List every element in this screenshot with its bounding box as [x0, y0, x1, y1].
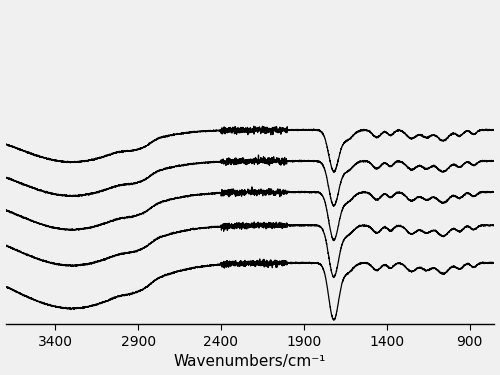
- X-axis label: Wavenumbers/cm⁻¹: Wavenumbers/cm⁻¹: [174, 354, 326, 369]
